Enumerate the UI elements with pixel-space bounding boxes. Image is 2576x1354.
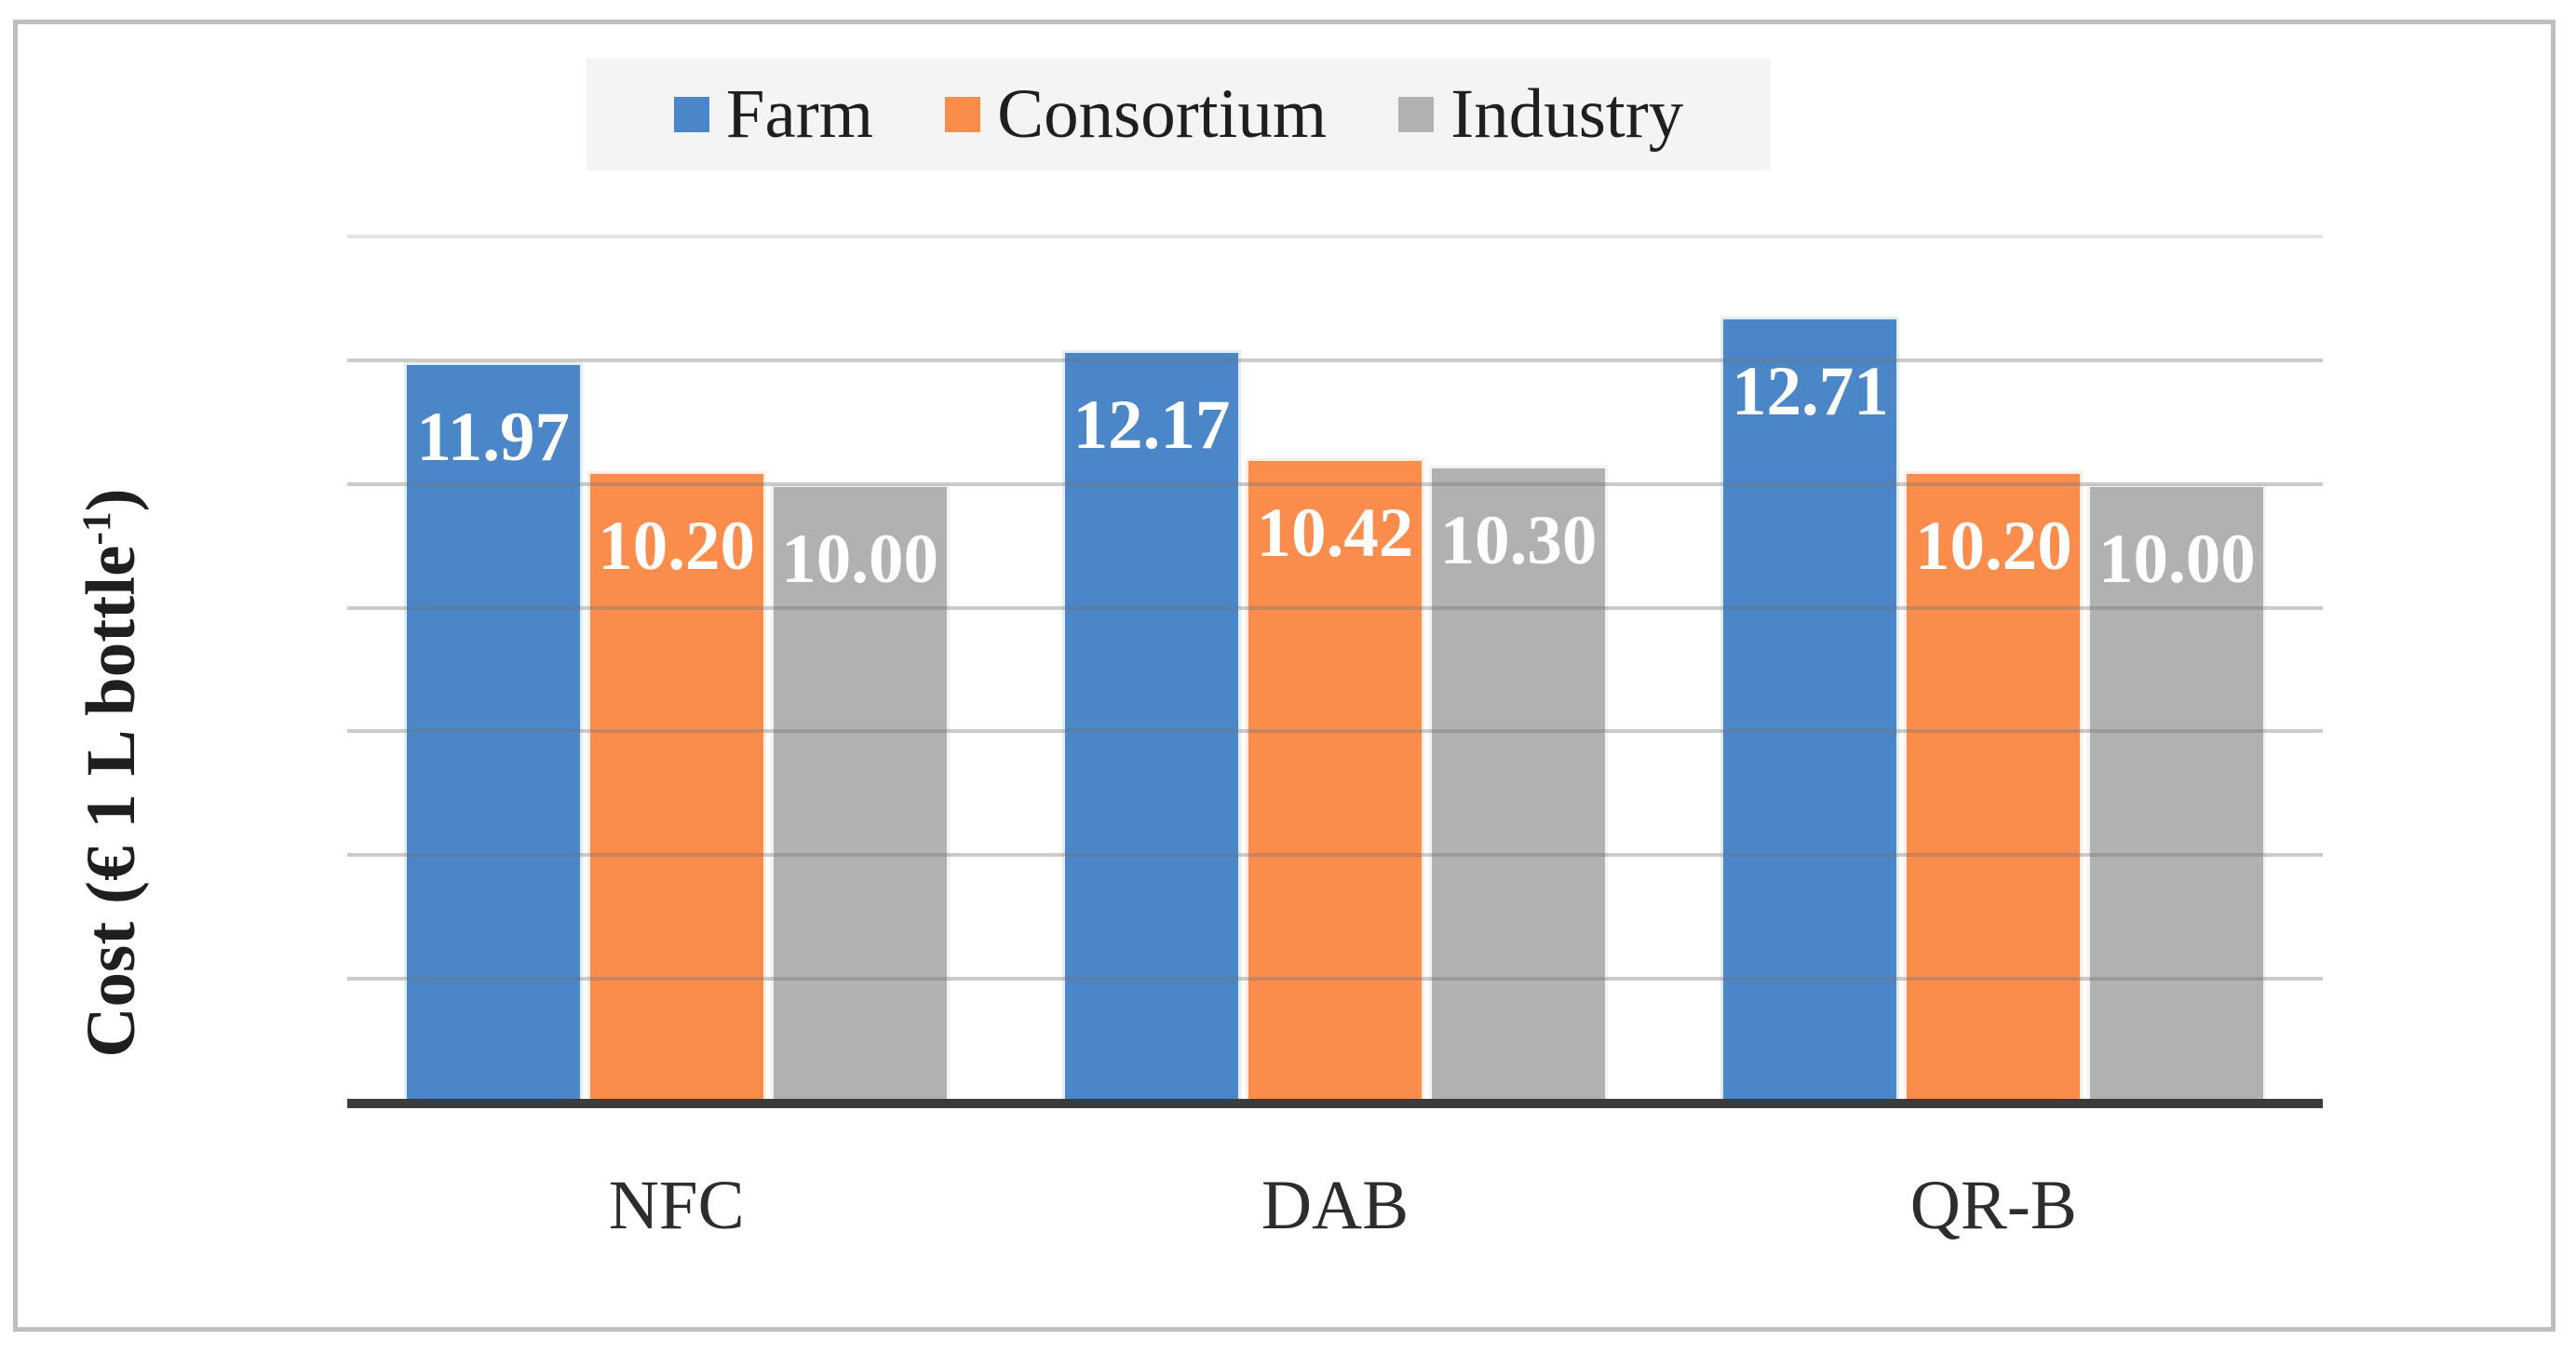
bar-consortium-qr-b: 10.20 [1904,471,2084,1103]
gridline-y10 [347,481,2323,486]
bar-value-label: 10.42 [1256,494,1414,572]
x-axis-line [347,1099,2323,1108]
legend-item-industry: Industry [1398,74,1683,155]
bar-industry-qr-b: 10.00 [2087,483,2267,1103]
gridline-y8 [347,605,2323,610]
legend-swatch-icon [673,97,709,132]
chart-legend: Farm Consortium Industry [587,59,1771,170]
gridline-y12 [347,358,2323,362]
bar-industry-dab: 10.30 [1429,465,1608,1103]
category-label-dab: DAB [1261,1167,1409,1244]
bar-farm-qr-b: 12.71 [1720,316,1900,1103]
bar-value-label: 12.17 [1072,386,1231,464]
bar-farm-nfc: 11.97 [403,361,583,1103]
legend-label: Industry [1450,75,1684,153]
bar-value-label: 10.20 [598,508,756,586]
gridline-y14 [347,235,2323,238]
bar-value-label: 10.20 [1914,508,2072,586]
gridline-y6 [347,729,2323,734]
legend-label: Farm [725,75,874,153]
legend-item-consortium: Consortium [945,74,1327,155]
legend-label: Consortium [997,75,1328,153]
bar-consortium-dab: 10.42 [1246,457,1424,1103]
bar-industry-nfc: 10.00 [770,483,950,1103]
gridline-y2 [347,977,2323,982]
bar-consortium-nfc: 10.20 [587,471,766,1103]
legend-swatch-icon [945,97,981,132]
legend-item-farm: Farm [673,74,874,155]
bar-value-label: 10.00 [2097,520,2256,598]
bar-value-label: 12.71 [1731,352,1889,430]
category-label-qr-b: QR-B [1909,1167,2077,1244]
bar-value-label: 11.97 [416,398,570,476]
gridline-y4 [347,853,2323,858]
bar-farm-dab: 12.17 [1062,349,1241,1103]
bar-value-label: 10.00 [781,520,939,598]
legend-swatch-icon [1398,97,1435,132]
bar-value-label: 10.30 [1439,501,1598,579]
category-label-nfc: NFC [608,1167,745,1244]
